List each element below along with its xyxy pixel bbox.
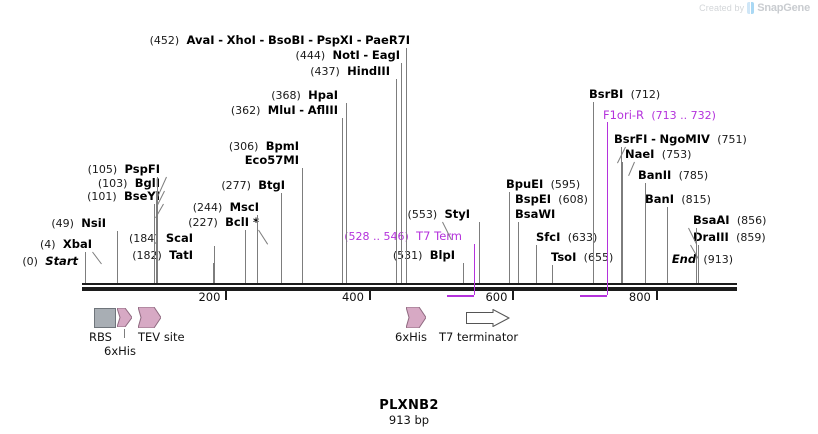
- feature-glyph-rbs: [94, 308, 116, 328]
- label-naeI: NaeI (753): [625, 147, 692, 162]
- feature-label-tev-site: TEV site: [138, 330, 185, 344]
- label-xbaI: (4) XbaI: [39, 237, 92, 252]
- site-connector-608: [518, 222, 520, 283]
- site-connector-859: [698, 245, 700, 283]
- site-connector-227: [244, 230, 246, 283]
- feature-glyph-6xhis-2: [405, 306, 427, 329]
- label-start: (0) Start: [22, 254, 78, 269]
- site-connector-815: [666, 207, 668, 283]
- label-styI: (553) StyI: [407, 207, 470, 222]
- feature-label-t7-terminator: T7 terminator: [439, 330, 519, 344]
- label-hpaI: (368) HpaI: [271, 88, 338, 103]
- label-bseYI: (101) BseYI: [87, 189, 160, 204]
- label-bsaWI: BsaWI: [515, 207, 556, 221]
- page-title: PLXNB2: [379, 398, 439, 413]
- ruler-tick-600: [512, 291, 515, 300]
- site-connector-452: [406, 48, 408, 283]
- feature-glyph-t7-terminator: [466, 308, 511, 328]
- ruler-tick-400: [368, 291, 371, 300]
- plasmid-length: 913 bp: [388, 413, 430, 427]
- site-connector-785: [645, 183, 647, 283]
- feature-glyph-6xhis-1: [116, 307, 133, 328]
- feature-label-6xhis-2: 6xHis: [395, 330, 427, 344]
- label-sfcI: SfcI (633): [536, 230, 598, 245]
- label-bpuEI: BpuEI (595): [506, 177, 581, 192]
- label-btgI: (277) BtgI: [221, 178, 285, 193]
- label-banII: BanII (785): [638, 168, 709, 183]
- site-connector-105: [157, 177, 159, 283]
- site-connector-182: [212, 263, 214, 283]
- label-bspEI: BspEI (608): [515, 192, 588, 207]
- site-connector-184: [214, 246, 215, 283]
- label-tatI: (182) TatI: [132, 248, 193, 263]
- site-connector-633: [536, 245, 538, 283]
- label-blpI: (531) BlpI: [392, 248, 455, 263]
- marker-bar-F1ori-R: [579, 295, 608, 297]
- snapgene-logo-icon: [747, 2, 754, 14]
- feature-label-6xhis-1: 6xHis: [104, 344, 136, 358]
- ruler-label: 200: [198, 290, 221, 304]
- site-connector-49: [117, 231, 119, 283]
- site-connector-655: [551, 265, 553, 283]
- ruler-label: 400: [341, 290, 364, 304]
- ruler-label: 800: [628, 290, 651, 304]
- label-pspFI: (105) PspFI: [87, 162, 160, 177]
- label-mluI-aflIII: (362) MluI - AflIII: [230, 103, 338, 118]
- site-connector-437: [395, 79, 397, 283]
- site-connector-553: [478, 222, 480, 283]
- marker-stem-T7 Term: [473, 244, 475, 295]
- label-bsaAI: BsaAI (856): [693, 213, 767, 228]
- label-tsoI: TsoI (655): [551, 250, 614, 265]
- site-connector-362: [341, 118, 343, 283]
- label-mscI: (244) MscI: [192, 200, 259, 215]
- plasmid-backbone-line: [82, 283, 737, 285]
- site-connector-103: [155, 191, 157, 283]
- site-connector-753: [622, 162, 624, 283]
- snapgene-watermark: Created by SnapGene: [699, 2, 810, 14]
- label-banI: BanI (815): [645, 192, 711, 207]
- site-connector-306: [301, 168, 303, 283]
- label-notI-eagI: (444) NotI - EagI: [295, 48, 400, 63]
- site-connector-277: [280, 193, 282, 283]
- label-draIII: DraIII (859): [693, 230, 766, 245]
- site-connector-4: [84, 252, 86, 283]
- site-connector-101: [154, 204, 156, 283]
- site-connector-531: [462, 263, 464, 283]
- label-eco57MI: Eco57MI: [244, 153, 299, 167]
- site-connector-244: [257, 215, 259, 283]
- site-connector-595: [508, 192, 510, 283]
- label-f1ori-r: F1ori-R (713 .. 732): [603, 108, 716, 123]
- label-bsrFI-ngoMIV: BsrFI - NgoMIV (751): [614, 132, 747, 147]
- site-connector-444: [400, 63, 402, 283]
- feature-glyph-tev-site: [137, 306, 162, 329]
- label-nsiI: (49) NsiI: [51, 216, 106, 231]
- marker-stem-F1ori-R: [607, 122, 609, 295]
- watermark-brand: SnapGene: [757, 2, 810, 14]
- watermark-prefix: Created by: [699, 3, 745, 13]
- ruler-tick-200: [225, 291, 228, 300]
- feature-stem-6xhis-1: [124, 329, 125, 338]
- label-end: End (913): [671, 252, 733, 267]
- label-bglI: (103) BglI: [97, 176, 160, 191]
- label-avaI-group: (452) AvaI - XhoI - BsoBI - PspXI - PaeR…: [149, 33, 410, 48]
- label-t7-term: (528 .. 546) T7 Term: [344, 229, 462, 244]
- ruler-tick-800: [655, 291, 658, 300]
- ruler-label: 600: [485, 290, 508, 304]
- site-connector-712: [592, 102, 594, 283]
- label-bclI: (227) BclI *: [188, 215, 259, 230]
- label-scaI: (184) ScaI: [128, 231, 193, 246]
- feature-label-rbs: RBS: [89, 330, 112, 344]
- site-connector-751: [620, 147, 622, 283]
- label-bsrBI: BsrBI (712): [589, 87, 661, 102]
- marker-bar-T7 Term: [446, 295, 474, 297]
- site-connector-368: [346, 103, 347, 283]
- plasmid-backbone-bar: [82, 287, 737, 291]
- label-hindIII: (437) HindIII: [310, 64, 390, 79]
- label-bpmI: (306) BpmI: [228, 139, 299, 154]
